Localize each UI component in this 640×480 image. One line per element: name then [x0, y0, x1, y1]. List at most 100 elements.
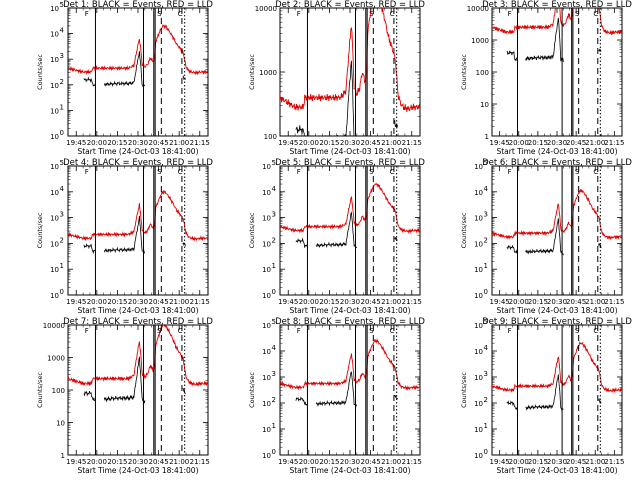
x-tick-label: 20:00: [87, 139, 107, 147]
x-tick-label: 20:45: [148, 139, 168, 147]
y-tick-exponent: 2: [60, 78, 64, 86]
x-axis-label: Start Time (24-Oct-03 18:41:00): [77, 147, 198, 156]
y-tick-label: 10: [262, 322, 271, 330]
x-tick-label: 20:30: [547, 458, 567, 466]
y-axis-label: Counts/sec: [36, 212, 44, 248]
y-tick-label: 10: [50, 107, 59, 115]
y-tick-label: 10: [262, 266, 271, 274]
y-tick-label: 10: [50, 240, 59, 248]
x-tick-label: 21:00: [381, 139, 401, 147]
y-tick-label: 1: [61, 452, 65, 460]
y-tick-exponent: 3: [272, 211, 276, 219]
flag-label-s: S: [157, 10, 162, 18]
x-tick-label: 20:30: [547, 298, 567, 306]
x-tick-label: 21:00: [585, 458, 605, 466]
flag-label-c: C: [593, 10, 598, 18]
flag-label-f: F: [297, 327, 301, 335]
y-tick-exponent: 5: [272, 318, 276, 326]
y-tick-label: 10: [474, 189, 483, 197]
y-tick-label: 10: [50, 31, 59, 39]
y-tick-exponent: 1: [484, 422, 488, 430]
y-tick-label: 10: [262, 400, 271, 408]
x-tick-label: 19:45: [278, 298, 298, 306]
y-tick-label: 10: [262, 452, 271, 460]
y-tick-label: 10: [480, 101, 489, 109]
series-events-line: [295, 211, 398, 249]
y-tick-exponent: 3: [60, 211, 64, 219]
y-tick-label: 10: [50, 163, 59, 171]
x-axis-label: Start Time (24-Oct-03 18:41:00): [289, 466, 410, 475]
x-tick-label: 20:30: [340, 139, 360, 147]
y-axis-label: Counts/sec: [36, 372, 44, 408]
series-lld-line: [68, 189, 208, 242]
x-tick-label: 20:30: [128, 458, 148, 466]
x-tick-label: 20:45: [360, 458, 380, 466]
x-tick-label: 20:00: [299, 458, 319, 466]
y-tick-label: 10: [50, 215, 59, 223]
panel-det-3: Det 3: BLACK = Events, RED = LLD 1 10 100 10…: [460, 0, 632, 156]
panel-title: Det 8: BLACK = Events, RED = LLD: [275, 317, 425, 327]
plot-frame: [279, 324, 421, 456]
series-events-line: [83, 356, 186, 404]
flag-label-f: F: [297, 10, 301, 18]
x-tick-label: 20:00: [299, 139, 319, 147]
x-tick-label: 20:15: [528, 458, 548, 466]
y-axis-label: Counts/sec: [248, 372, 256, 408]
y-tick-exponent: 3: [272, 370, 276, 378]
panel-det-2: Det 2: BLACK = Events, RED = LLD 100 1000 1…: [248, 0, 425, 156]
x-tick-label: 20:15: [528, 139, 548, 147]
y-tick-exponent: 4: [272, 185, 277, 193]
y-tick-label: 10: [262, 163, 271, 171]
y-tick-exponent: 0: [272, 448, 276, 456]
plot-area: [492, 189, 622, 256]
y-tick-exponent: 5: [60, 159, 64, 167]
y-tick-exponent: 1: [60, 103, 64, 111]
x-tick-label: 20:45: [360, 298, 380, 306]
panel-title: Det 7: BLACK = Events, RED = LLD: [63, 317, 213, 327]
plot-area: [280, 8, 420, 136]
flag-label-s: S: [369, 10, 374, 18]
x-tick-label: 21:15: [402, 298, 422, 306]
y-tick-exponent: 5: [272, 159, 276, 167]
y-tick-label: 100: [476, 69, 489, 77]
flag-label-c: C: [178, 10, 183, 18]
plot-frame: [67, 165, 209, 296]
y-tick-exponent: 5: [60, 1, 64, 9]
panel-det-7: Det 7: BLACK = Events, RED = LLD 1 10 100 10…: [36, 317, 213, 475]
plot-frame: [279, 7, 421, 137]
x-tick-label: 20:00: [299, 298, 319, 306]
flag-label-s: S: [575, 10, 580, 18]
series-lld-line: [68, 23, 208, 76]
flag-label-c: C: [178, 168, 183, 176]
series-lld-line: [280, 8, 420, 113]
x-tick-label: 21:00: [169, 458, 189, 466]
y-tick-label: 10: [474, 163, 483, 171]
y-tick-exponent: 2: [484, 236, 488, 244]
x-tick-label: 20:45: [360, 139, 380, 147]
y-tick-label: 10: [50, 82, 59, 90]
plot-area: [280, 338, 420, 409]
y-tick-label: 10: [474, 374, 483, 382]
x-tick-label: 19:45: [66, 458, 86, 466]
x-tick-label: 21:15: [190, 298, 210, 306]
y-tick-label: 10: [262, 348, 271, 356]
flag-label-f: F: [85, 327, 89, 335]
x-tick-label: 20:30: [128, 298, 148, 306]
y-tick-label: 1000: [471, 37, 489, 45]
plot-frame: [491, 165, 623, 296]
y-axis-label: Counts/sec: [460, 212, 468, 248]
panel-title: Det 4: BLACK = Events, RED = LLD: [63, 158, 213, 168]
series-events-line: [295, 60, 398, 136]
y-tick-label: 10: [474, 348, 483, 356]
x-tick-label: 20:45: [148, 458, 168, 466]
x-tick-label: 20:15: [319, 139, 339, 147]
x-tick-label: 20:00: [87, 458, 107, 466]
flag-label-f: F: [508, 327, 512, 335]
y-tick-exponent: 0: [484, 288, 488, 296]
x-tick-label: 20:30: [128, 139, 148, 147]
x-tick-label: 20:45: [566, 139, 586, 147]
